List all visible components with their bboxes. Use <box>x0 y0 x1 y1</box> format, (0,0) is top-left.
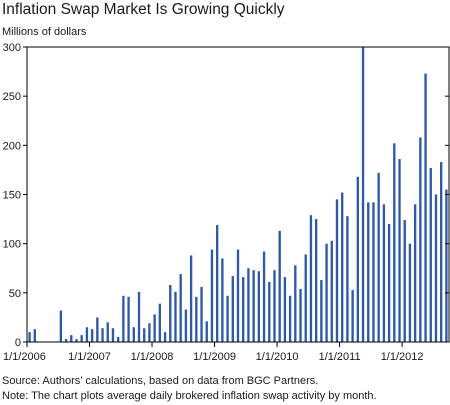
bar <box>127 296 130 342</box>
bar <box>210 249 214 342</box>
bar <box>268 282 271 342</box>
bar <box>174 291 177 342</box>
x-tick-label: 1/1/2011 <box>319 351 361 363</box>
bar <box>75 339 78 342</box>
bar <box>158 303 162 342</box>
bar <box>445 189 448 342</box>
bar <box>440 162 443 342</box>
bar <box>236 249 240 342</box>
bar <box>96 317 99 342</box>
bar <box>393 143 396 342</box>
bar <box>231 276 234 342</box>
bar <box>434 194 438 342</box>
x-tick-label: 1/1/2012 <box>381 351 424 363</box>
bar <box>346 216 349 342</box>
bar <box>143 328 146 342</box>
y-tick-label: 150 <box>3 190 21 202</box>
bar <box>398 159 401 342</box>
bar <box>252 270 255 342</box>
bar <box>169 284 172 342</box>
bar <box>90 329 94 342</box>
bar <box>361 47 365 342</box>
bar <box>330 240 333 342</box>
bar <box>85 327 89 342</box>
x-tick-label: 1/1/2009 <box>193 351 236 363</box>
bar <box>304 254 307 342</box>
bar <box>111 328 115 342</box>
bar <box>356 176 359 342</box>
bar <box>335 199 339 342</box>
bar <box>367 202 370 342</box>
y-tick-label: 100 <box>3 239 21 251</box>
bar <box>163 332 167 342</box>
x-tick-label: 1/1/2008 <box>131 351 174 363</box>
bar <box>257 271 261 342</box>
bar <box>314 219 318 342</box>
bar <box>226 295 229 342</box>
bar <box>429 167 432 342</box>
bar <box>262 251 266 342</box>
bar <box>294 265 297 342</box>
bar <box>148 323 151 342</box>
bar <box>215 224 219 342</box>
x-tick-label: 1/1/2006 <box>3 351 46 363</box>
bar <box>377 172 380 342</box>
bar <box>106 322 109 342</box>
bar <box>189 255 193 342</box>
bar <box>247 268 250 342</box>
bar <box>382 204 386 342</box>
source-note: Source: Authors’ calculations, based on … <box>2 375 319 387</box>
bar <box>132 327 135 342</box>
bar <box>122 295 125 342</box>
bar <box>351 289 354 342</box>
bar <box>413 204 417 342</box>
chart-note: Note: The chart plots average daily brok… <box>2 390 377 402</box>
bar <box>387 224 391 342</box>
bar <box>372 202 375 342</box>
bar <box>153 314 156 342</box>
bar <box>80 335 83 342</box>
y-tick-label: 0 <box>15 337 21 349</box>
x-tick-label: 1/1/2010 <box>256 351 299 363</box>
bar <box>59 310 63 342</box>
bar <box>403 220 406 342</box>
bar <box>200 286 203 342</box>
bar <box>33 329 36 342</box>
bar <box>309 215 313 342</box>
bar <box>179 274 182 342</box>
y-axis-unit-label: Millions of dollars <box>2 26 87 38</box>
y-tick-label: 300 <box>3 42 21 54</box>
bar <box>288 295 292 342</box>
chart-title: Inflation Swap Market Is Growing Quickly <box>2 1 285 18</box>
y-tick-label: 250 <box>3 91 21 103</box>
bar <box>325 243 328 342</box>
bar <box>299 288 302 342</box>
bar <box>341 192 344 342</box>
bar <box>101 328 104 342</box>
bar <box>408 243 412 342</box>
x-tick-label: 1/1/2007 <box>68 351 111 363</box>
bar <box>184 309 188 342</box>
bar <box>221 258 224 342</box>
bar <box>205 321 208 342</box>
bar <box>137 291 141 342</box>
bar <box>419 137 422 342</box>
bar <box>64 339 68 342</box>
bar <box>273 270 276 342</box>
bar <box>424 73 427 343</box>
bar <box>28 332 31 342</box>
bar <box>70 335 73 342</box>
bar <box>242 277 245 342</box>
bar <box>278 230 281 342</box>
bar <box>283 277 287 342</box>
y-tick-label: 200 <box>3 140 21 152</box>
y-tick-label: 50 <box>9 288 21 300</box>
bar <box>117 337 120 342</box>
bar <box>195 296 198 342</box>
bar <box>320 280 323 342</box>
